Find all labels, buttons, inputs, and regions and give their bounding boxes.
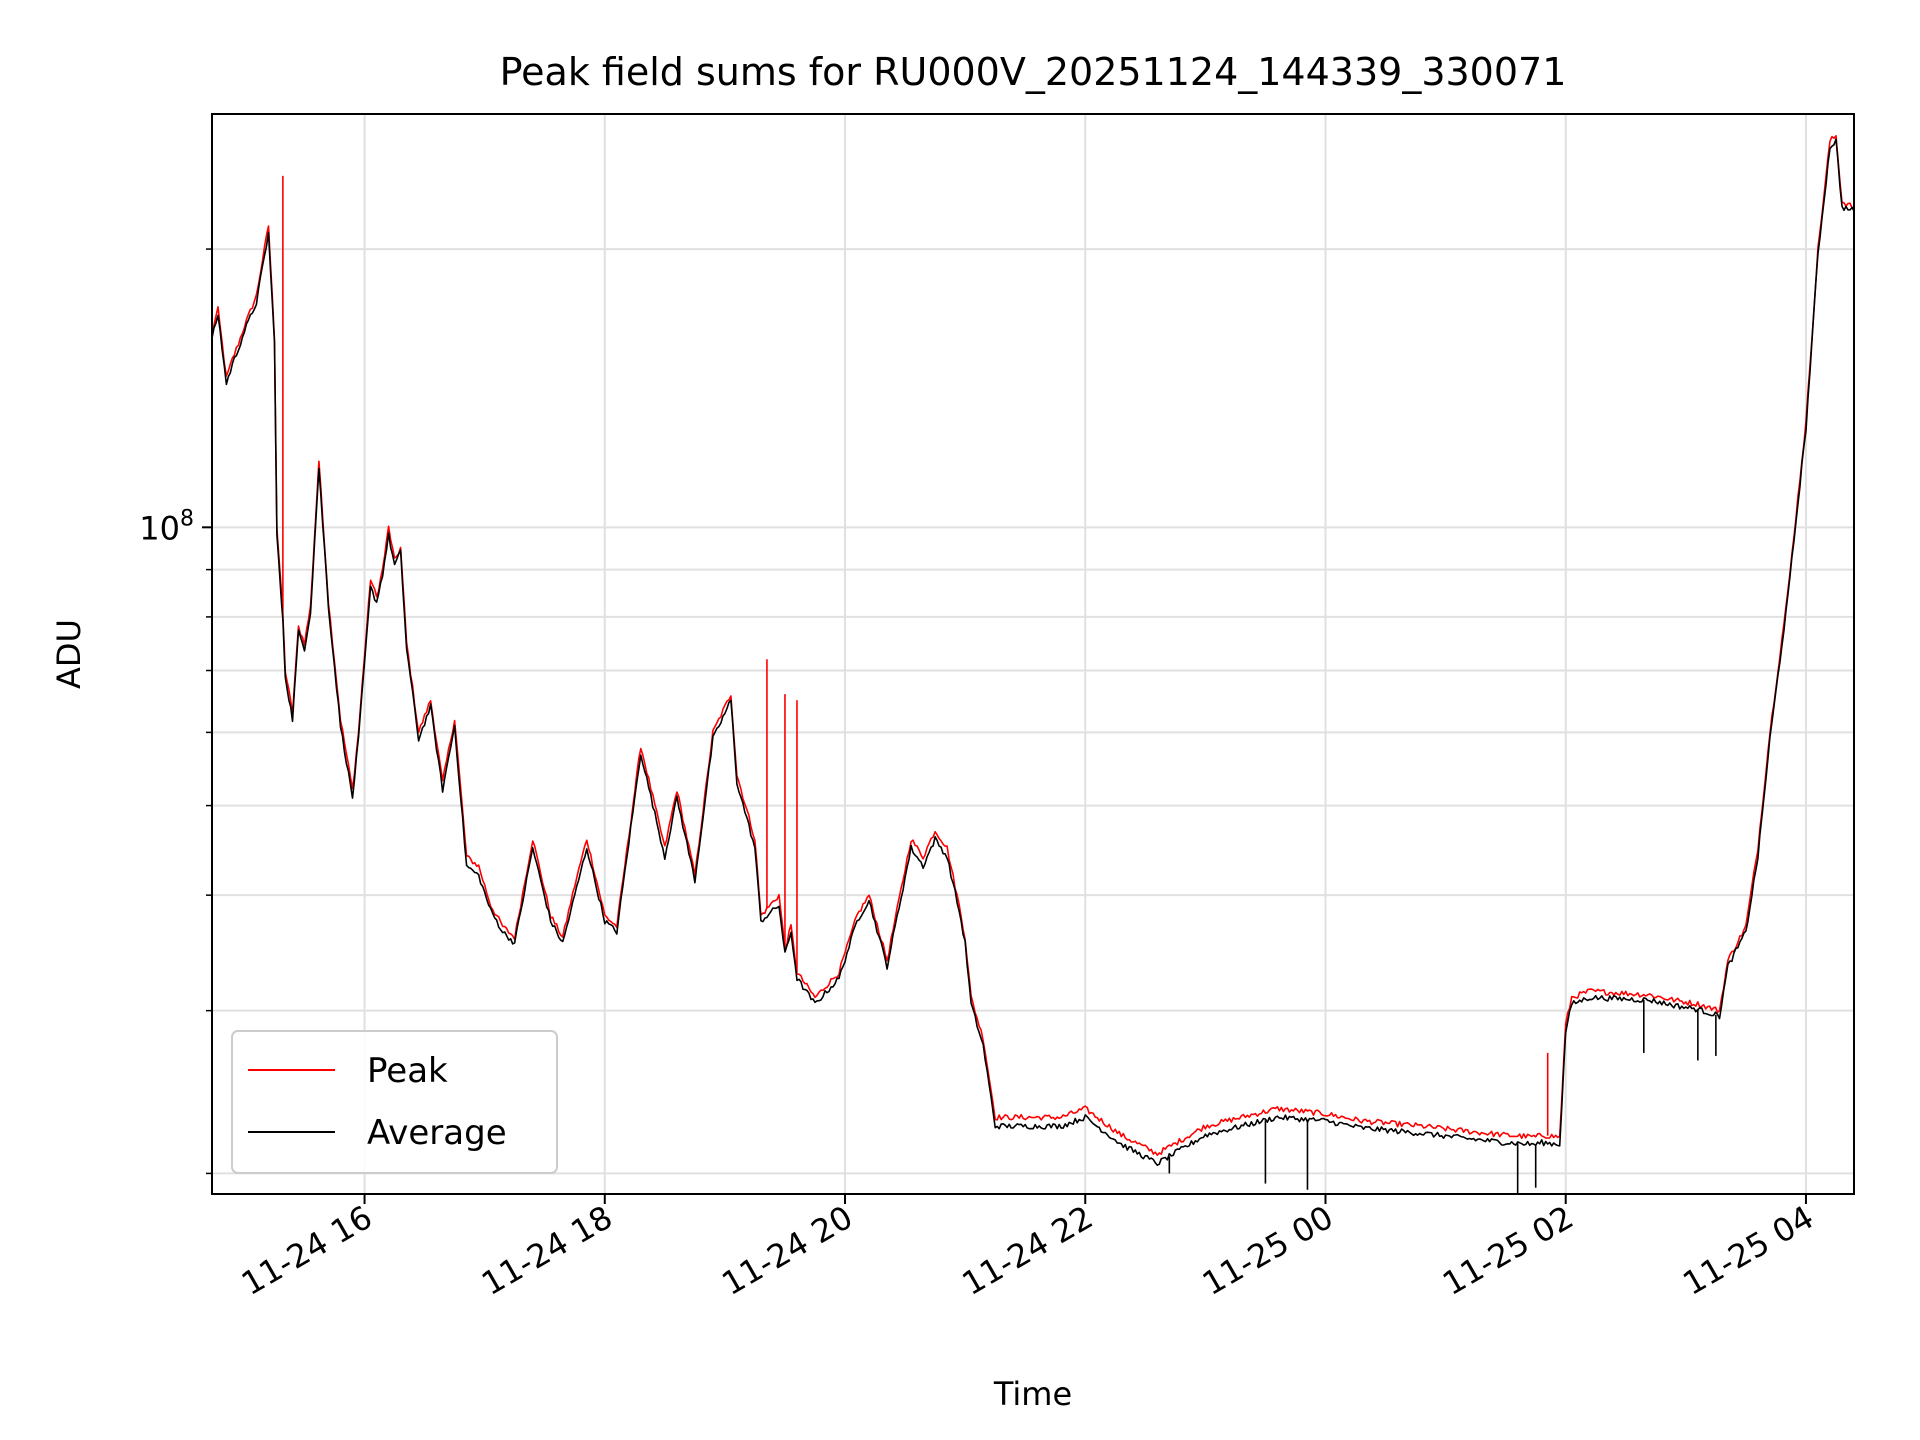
legend-average-label: Average <box>367 1113 507 1153</box>
legend-box <box>231 1030 558 1174</box>
y-axis: 108 <box>139 248 212 1175</box>
series-line-average <box>212 138 1854 1166</box>
y-axis-label: ADU <box>50 619 88 689</box>
legend-peak-label: Peak <box>367 1051 448 1091</box>
plot-area-frame <box>211 113 1855 1195</box>
grid <box>212 114 1854 1194</box>
y-tick-label: 108 <box>139 506 194 547</box>
series-layer <box>212 135 1854 1194</box>
x-axis-label: Time <box>993 1375 1072 1413</box>
legend: Peak Average <box>231 1030 558 1174</box>
chart-title: Peak field sums for RU000V_20251124_1443… <box>500 50 1567 94</box>
series-line-peak <box>212 135 1854 1156</box>
